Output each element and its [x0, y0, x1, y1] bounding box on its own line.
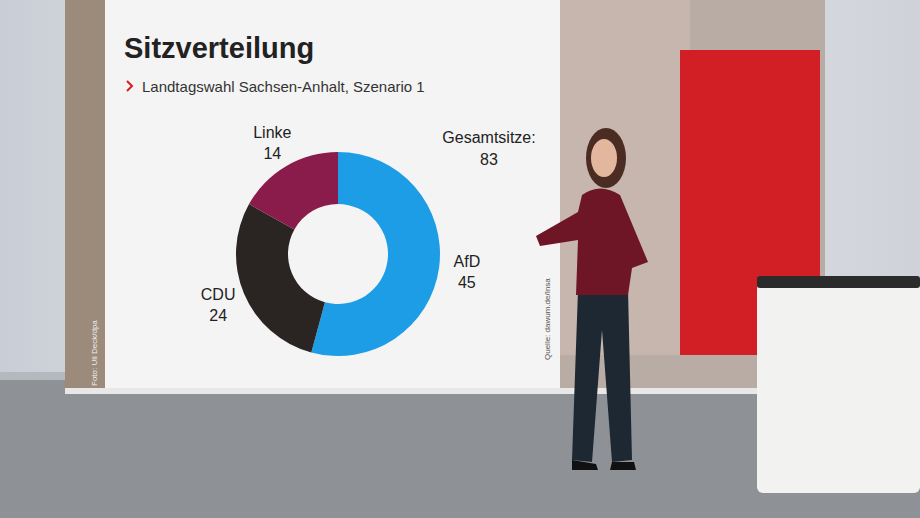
- studio-scene: Sitzverteilung Landtagswahl Sachsen-Anhal…: [0, 0, 920, 518]
- presenter-hair: [586, 128, 626, 188]
- total-value: 83: [480, 151, 498, 168]
- photo-edge: [65, 0, 110, 392]
- category-label: AfD: [454, 253, 481, 270]
- value-label: 14: [263, 145, 281, 162]
- presenter-shoes: [572, 460, 636, 470]
- credit-text: Quelle: dawum.de/Insa: [543, 278, 552, 360]
- counter: [757, 283, 920, 493]
- counter-top: [757, 276, 920, 288]
- credit-text: Foto: Uli Deck/dpa: [90, 320, 99, 386]
- wall-light-strip: [65, 388, 825, 394]
- video-wall: [65, 0, 825, 392]
- value-label: 45: [458, 274, 476, 291]
- chart-panel: [105, 0, 560, 390]
- chart-title: Sitzverteilung: [124, 32, 314, 64]
- presenter-legs: [572, 290, 632, 462]
- category-label: CDU: [201, 286, 236, 303]
- value-label: 24: [209, 307, 227, 324]
- total-label: Gesamtsitze:: [442, 129, 535, 146]
- slice-labels: AfD 45 CDU 24 Linke 14: [201, 124, 480, 324]
- donut-slice: [249, 152, 338, 230]
- category-label: Linke: [253, 124, 291, 141]
- subtitle-chevron: [127, 81, 132, 91]
- presenter-face: [591, 139, 617, 177]
- presenter-top: [536, 189, 648, 296]
- donut: [236, 152, 440, 356]
- chart-subtitle: Landtagswahl Sachsen-Anhalt, Szenario 1: [142, 78, 425, 95]
- studio-wall: [0, 0, 920, 518]
- donut-slice: [236, 204, 325, 352]
